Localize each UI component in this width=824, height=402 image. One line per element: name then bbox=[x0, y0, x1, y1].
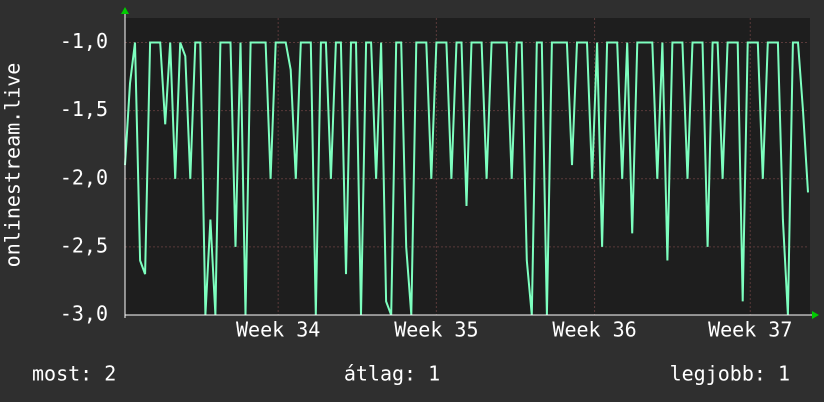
footer-best: legjobb: 1 bbox=[670, 362, 790, 386]
y-arrow bbox=[121, 7, 129, 14]
data-line bbox=[124, 41, 809, 316]
y-tick-label: -3,0 bbox=[60, 302, 108, 326]
y-tick-label: -1,5 bbox=[60, 97, 108, 121]
x-arrow bbox=[812, 311, 819, 319]
y-axis-label: onlinestream.live bbox=[1, 63, 25, 268]
footer-current: most: 2 bbox=[32, 362, 116, 386]
marks bbox=[124, 41, 809, 316]
x-tick-label: Week 35 bbox=[394, 318, 478, 342]
x-tick-label: Week 36 bbox=[552, 318, 636, 342]
y-tick-label: -2,5 bbox=[60, 233, 108, 257]
y-tick-label: -1,0 bbox=[60, 29, 108, 53]
x-tick-label: Week 37 bbox=[708, 318, 792, 342]
x-tick-label: Week 34 bbox=[236, 318, 320, 342]
y-tick-label: -2,0 bbox=[60, 165, 108, 189]
footer-average: átlag: 1 bbox=[344, 362, 440, 386]
